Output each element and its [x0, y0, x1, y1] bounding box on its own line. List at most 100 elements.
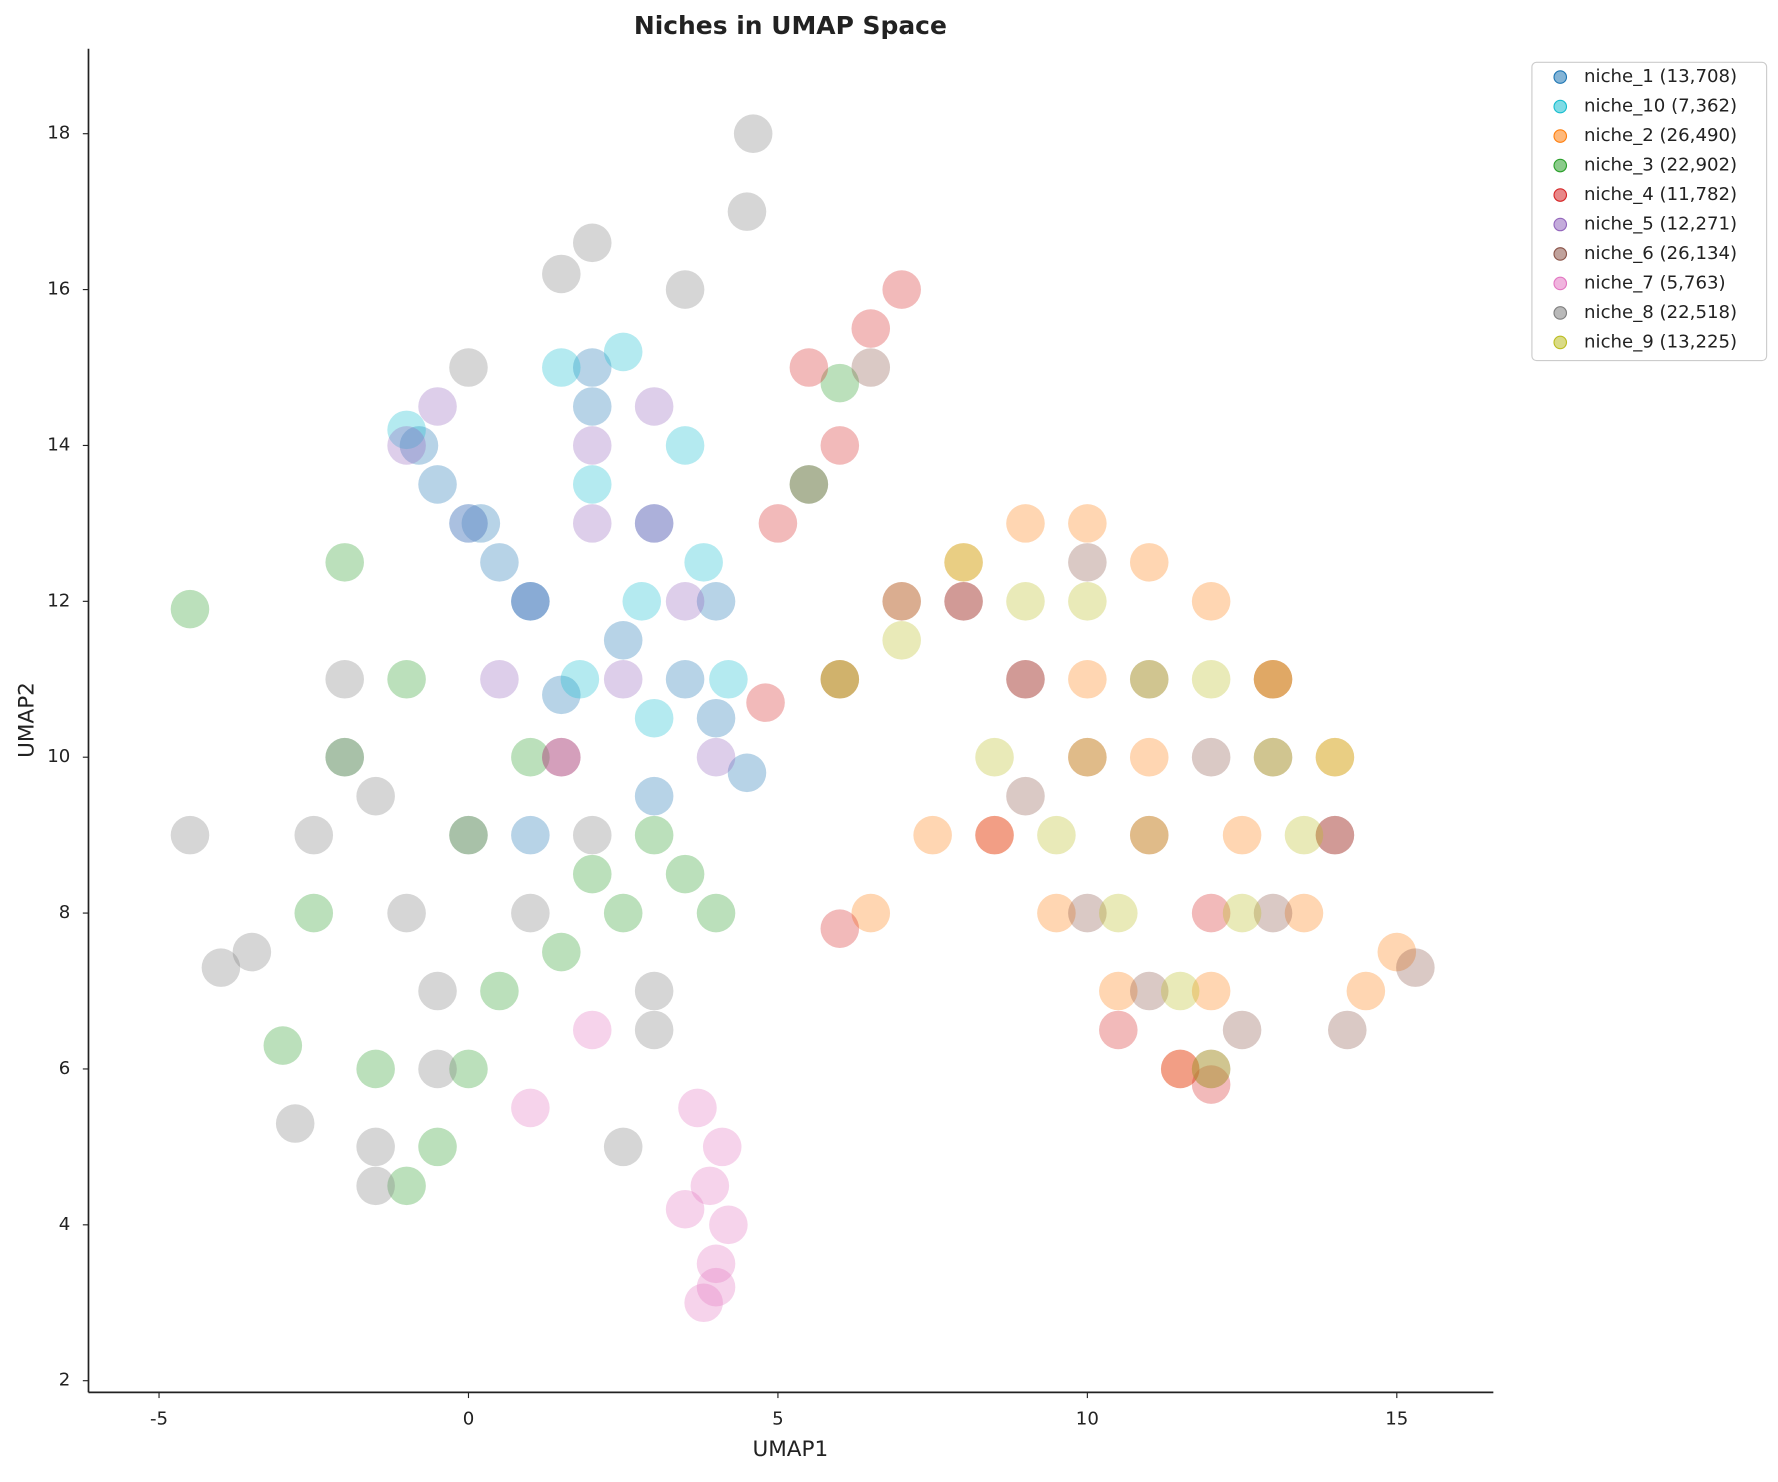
scatter-point [1006, 659, 1045, 699]
scatter-point [789, 465, 829, 504]
scatter-point [665, 270, 705, 309]
scatter-point [356, 776, 395, 816]
scatter-point [746, 683, 785, 722]
legend-marker [1553, 306, 1568, 320]
scatter-point [511, 582, 550, 621]
scatter-point [294, 815, 334, 855]
scatter-point [572, 504, 612, 543]
scatter-point [758, 504, 798, 543]
scatter-point [572, 854, 612, 894]
scatter-point [665, 854, 705, 894]
scatter-point [1129, 815, 1169, 855]
legend-marker [1553, 335, 1568, 350]
scatter-point [542, 932, 581, 972]
scatter-point [634, 815, 674, 855]
scatter-point [387, 410, 426, 450]
legend-label: niche_2 (26,490) [1584, 125, 1737, 146]
scatter-point [882, 582, 921, 621]
scatter-point [1160, 1049, 1200, 1089]
scatter-point [820, 659, 860, 699]
scatter-point [572, 1010, 612, 1050]
scatter-point [634, 776, 674, 816]
y-tick-label: 14 [47, 434, 70, 455]
scatter-point [511, 815, 550, 855]
scatter-point [356, 1049, 395, 1089]
scatter-point [1222, 893, 1262, 933]
scatter-point [1068, 543, 1107, 582]
scatter-point [603, 659, 643, 699]
scatter-point [263, 1026, 303, 1065]
scatter-point [325, 659, 364, 699]
scatter-point [325, 737, 364, 777]
scatter-point [572, 223, 612, 263]
scatter-point [665, 659, 705, 699]
scatter-point [820, 659, 860, 699]
scatter-point [201, 948, 241, 987]
scatter-point [944, 582, 983, 621]
scatter-point [944, 582, 983, 621]
scatter-point [572, 426, 612, 465]
scatter-point [696, 1244, 736, 1284]
y-tick-label: 10 [47, 746, 70, 767]
scatter-point [789, 348, 829, 387]
scatter-point [232, 932, 272, 972]
legend-marker [1553, 129, 1568, 143]
legend-marker [1553, 247, 1568, 261]
scatter-point [696, 582, 736, 621]
x-axis-label: UMAP1 [752, 1437, 828, 1462]
legend-label: niche_1 (13,708) [1584, 66, 1737, 87]
scatter-point [572, 387, 612, 426]
scatter-point [1129, 659, 1169, 699]
scatter-point [325, 543, 364, 582]
scatter-point [1068, 659, 1107, 699]
scatter-point [542, 737, 581, 777]
scatter-point [727, 192, 767, 231]
scatter-point [1129, 543, 1169, 582]
scatter-point [1377, 932, 1417, 972]
scatter-point [634, 971, 674, 1011]
scatter-point [480, 659, 519, 699]
scatter-point [696, 893, 736, 933]
legend-marker [1553, 276, 1568, 291]
scatter-point [480, 543, 519, 582]
scatter-point [634, 698, 674, 738]
scatter-point [449, 504, 488, 543]
scatter-point [1068, 893, 1107, 933]
scatter-point [882, 621, 921, 660]
scatter-point [1253, 737, 1293, 777]
scatter-point [684, 1283, 723, 1323]
scatter-point [356, 1166, 395, 1206]
y-tick-label: 16 [47, 279, 70, 300]
scatter-point [634, 1010, 674, 1050]
scatter-point [1328, 1010, 1367, 1050]
scatter-point [820, 909, 860, 948]
scatter-point [572, 815, 612, 855]
legend-marker [1553, 188, 1568, 202]
scatter-point [851, 893, 891, 933]
scatter-point [1068, 737, 1107, 777]
legend-label: niche_7 (5,763) [1584, 272, 1726, 293]
legend-label: niche_5 (12,271) [1584, 214, 1737, 235]
scatter-point [603, 1127, 643, 1167]
scatter-point [511, 737, 550, 777]
scatter-point [511, 582, 550, 621]
scatter-point [789, 465, 829, 504]
scatter-point [170, 589, 210, 629]
scatter-point [684, 543, 723, 582]
x-tick-label: 10 [1076, 1409, 1099, 1430]
scatter-point [913, 815, 952, 855]
scatter-point [696, 698, 736, 738]
scatter-point [1191, 659, 1231, 699]
scatter-point [542, 675, 581, 715]
scatter-point [480, 971, 519, 1011]
scatter-point [418, 1127, 457, 1167]
y-tick-label: 18 [47, 123, 70, 144]
scatter-point [603, 893, 643, 933]
legend-marker [1553, 70, 1568, 84]
points [170, 114, 1435, 1323]
scatter-point [1315, 737, 1355, 777]
legend-marker [1553, 99, 1568, 114]
scatter-point [449, 1049, 488, 1089]
scatter-point [1006, 776, 1045, 816]
